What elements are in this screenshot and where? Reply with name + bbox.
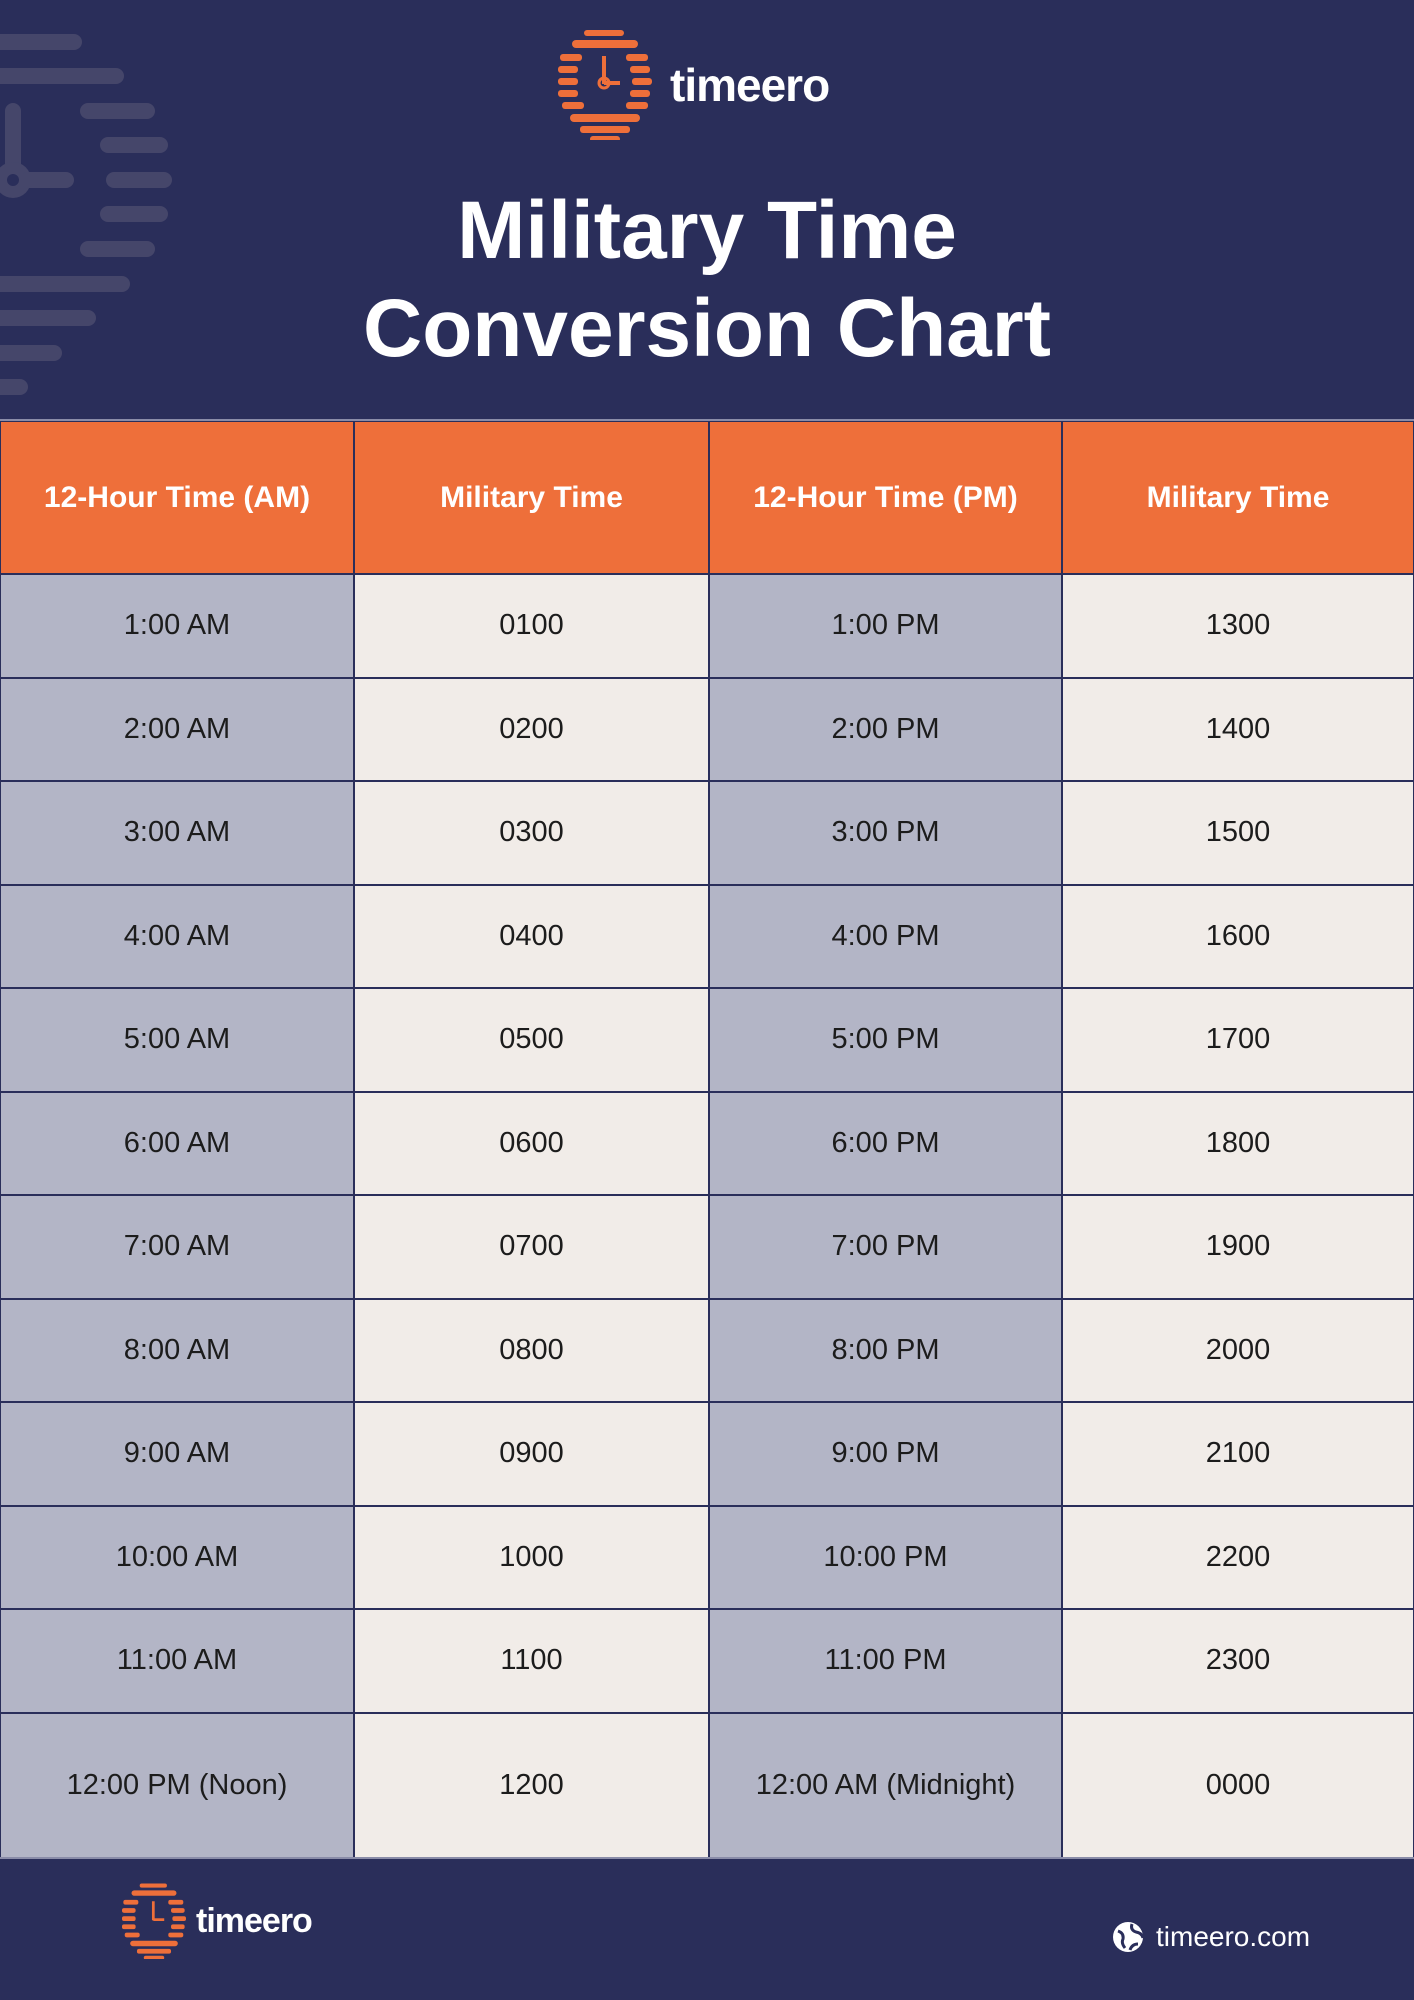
military-time-cell: 1400 xyxy=(1062,677,1414,781)
twelve-hour-cell: 8:00 PM xyxy=(709,1298,1062,1402)
twelve-hour-cell: 5:00 PM xyxy=(709,988,1062,1092)
military-time-cell: 1600 xyxy=(1062,884,1414,988)
table-row: 5:00 AM 0500 5:00 PM 1700 xyxy=(0,988,1414,1092)
military-time-cell: 0600 xyxy=(354,1091,709,1195)
military-time-cell: 0400 xyxy=(354,884,709,988)
twelve-hour-cell: 10:00 AM xyxy=(0,1505,354,1609)
title-line-1: Military Time xyxy=(457,185,957,276)
military-time-cell: 1300 xyxy=(1062,574,1414,678)
globe-icon xyxy=(1113,1922,1144,1952)
table-row: 12:00 PM (Noon) 1200 12:00 AM (Midnight) 00… xyxy=(0,1712,1414,1858)
military-time-cell: 1900 xyxy=(1062,1195,1414,1299)
header-cell: Military Time xyxy=(354,421,709,574)
twelve-hour-cell: 7:00 PM xyxy=(709,1195,1062,1299)
military-time-cell: 2300 xyxy=(1062,1609,1414,1713)
military-time-cell: 0000 xyxy=(1062,1712,1414,1858)
brand-name: timeero xyxy=(670,59,830,111)
military-time-cell: 1100 xyxy=(354,1609,709,1713)
conversion-table: 12-Hour Time (AM) Military Time 12-Hour … xyxy=(0,419,1414,1858)
twelve-hour-cell: 9:00 AM xyxy=(0,1402,354,1506)
twelve-hour-cell: 12:00 AM (Midnight) xyxy=(709,1712,1062,1858)
header-cell: 12-Hour Time (AM) xyxy=(0,421,354,574)
table-row: 2:00 AM 0200 2:00 PM 1400 xyxy=(0,677,1414,781)
military-time-cell: 2100 xyxy=(1062,1402,1414,1506)
military-time-cell: 0200 xyxy=(354,677,709,781)
military-time-cell: 1700 xyxy=(1062,988,1414,1092)
title-line-2: Conversion Chart xyxy=(363,283,1051,374)
twelve-hour-cell: 5:00 AM xyxy=(0,988,354,1092)
twelve-hour-cell: 3:00 PM xyxy=(709,781,1062,885)
website-url[interactable]: timeero.com xyxy=(1156,1921,1311,1952)
brand-name: timeero xyxy=(196,1901,313,1940)
table-row: 8:00 AM 0800 8:00 PM 2000 xyxy=(0,1298,1414,1402)
twelve-hour-cell: 11:00 AM xyxy=(0,1609,354,1713)
military-time-cell: 1000 xyxy=(354,1505,709,1609)
table-row: 3:00 AM 0300 3:00 PM 1500 xyxy=(0,781,1414,885)
header-cell: Military Time xyxy=(1062,421,1414,574)
twelve-hour-cell: 4:00 PM xyxy=(709,884,1062,988)
website-link[interactable]: timeero.com xyxy=(1112,1921,1310,1953)
twelve-hour-cell: 11:00 PM xyxy=(709,1609,1062,1713)
twelve-hour-cell: 6:00 AM xyxy=(0,1091,354,1195)
military-time-cell: 2000 xyxy=(1062,1298,1414,1402)
twelve-hour-cell: 6:00 PM xyxy=(709,1091,1062,1195)
twelve-hour-cell: 3:00 AM xyxy=(0,781,354,885)
military-time-cell: 1500 xyxy=(1062,781,1414,885)
table-row: 6:00 AM 0600 6:00 PM 1800 xyxy=(0,1091,1414,1195)
twelve-hour-cell: 12:00 PM (Noon) xyxy=(0,1712,354,1858)
military-time-cell: 0100 xyxy=(354,574,709,678)
table-row: 4:00 AM 0400 4:00 PM 1600 xyxy=(0,884,1414,988)
twelve-hour-cell: 8:00 AM xyxy=(0,1298,354,1402)
military-time-cell: 0900 xyxy=(354,1402,709,1506)
military-time-cell: 2200 xyxy=(1062,1505,1414,1609)
table-row: 7:00 AM 0700 7:00 PM 1900 xyxy=(0,1195,1414,1299)
twelve-hour-cell: 1:00 AM xyxy=(0,574,354,678)
twelve-hour-cell: 2:00 PM xyxy=(709,677,1062,781)
page-title: Military Time Conversion Chart xyxy=(0,182,1414,378)
twelve-hour-cell: 10:00 PM xyxy=(709,1505,1062,1609)
military-time-cell: 0500 xyxy=(354,988,709,1092)
military-time-cell: 0300 xyxy=(354,781,709,885)
header-cell: 12-Hour Time (PM) xyxy=(709,421,1062,574)
table-row: 11:00 AM 1100 11:00 PM 2300 xyxy=(0,1609,1414,1713)
table-header-row: 12-Hour Time (AM) Military Time 12-Hour … xyxy=(0,421,1414,574)
table-row: 1:00 AM 0100 1:00 PM 1300 xyxy=(0,574,1414,678)
twelve-hour-cell: 4:00 AM xyxy=(0,884,354,988)
twelve-hour-cell: 9:00 PM xyxy=(709,1402,1062,1506)
military-time-cell: 0700 xyxy=(354,1195,709,1299)
military-time-cell: 1200 xyxy=(354,1712,709,1858)
table-row: 10:00 AM 1000 10:00 PM 2200 xyxy=(0,1505,1414,1609)
twelve-hour-cell: 7:00 AM xyxy=(0,1195,354,1299)
stopwatch-logo-icon xyxy=(558,30,652,140)
military-time-cell: 1800 xyxy=(1062,1091,1414,1195)
footer-logo: timeero xyxy=(122,1883,313,1959)
table-row: 9:00 AM 0900 9:00 PM 2100 xyxy=(0,1402,1414,1506)
brand-logo: timeero xyxy=(558,30,830,140)
footer: timeero timeero.com xyxy=(0,1857,1414,2000)
decorative-clock-graphic xyxy=(0,34,172,395)
twelve-hour-cell: 2:00 AM xyxy=(0,677,354,781)
twelve-hour-cell: 1:00 PM xyxy=(709,574,1062,678)
military-time-cell: 0800 xyxy=(354,1298,709,1402)
stopwatch-logo-icon xyxy=(122,1883,186,1959)
